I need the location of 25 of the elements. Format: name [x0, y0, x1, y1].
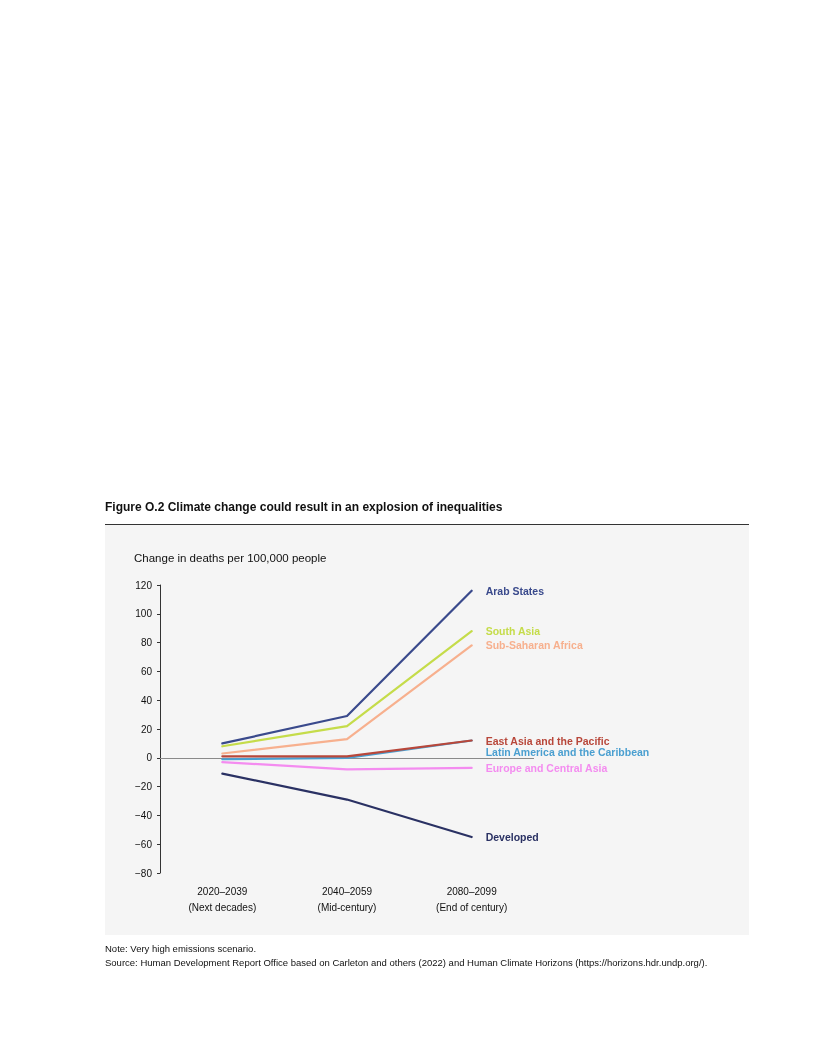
- series-label: East Asia and the Pacific: [485, 734, 610, 747]
- series-label: Arab States: [485, 584, 545, 597]
- y-tick-label: 60: [140, 665, 153, 677]
- y-tick-label: 40: [140, 694, 153, 706]
- y-axis-title: Change in deaths per 100,000 people: [134, 552, 327, 564]
- text: Note: Very high emissions scenario.: [105, 943, 258, 954]
- y-tick-label: 0: [146, 752, 153, 764]
- y-tick-label: 120: [135, 579, 153, 591]
- y-tick-label: 80: [140, 637, 153, 649]
- y-tick-label: −60: [135, 838, 153, 850]
- y-tick-label: −40: [135, 809, 153, 821]
- x-tick-label: 2040–2059 (Mid-century): [317, 885, 377, 913]
- chart-title: Figure O.2 Climate change could result in an explosion of inequalities: [105, 500, 749, 525]
- series-label: Latin America and the Caribbean: [485, 745, 650, 758]
- series-label: South Asia: [485, 625, 541, 638]
- series-label: Sub-Saharan Africa: [485, 639, 583, 652]
- x-tick-label: 2020–2039 (Next decades): [188, 885, 257, 913]
- series-label: Europe and Central Asia: [485, 761, 608, 774]
- y-tick-label: −20: [135, 781, 153, 793]
- source-note: Source: Human Development Report Office based on Carleton and others (2022) and Human Climate Horizons (https://horizons.hdr.undp.org/).: [105, 957, 709, 968]
- y-tick-label: 100: [135, 608, 153, 620]
- series-label: Developed: [485, 831, 539, 843]
- x-tick-label: 2080–2099 (End of century): [436, 885, 508, 913]
- y-tick-label: −80: [135, 867, 153, 879]
- y-tick-label: 20: [140, 723, 153, 735]
